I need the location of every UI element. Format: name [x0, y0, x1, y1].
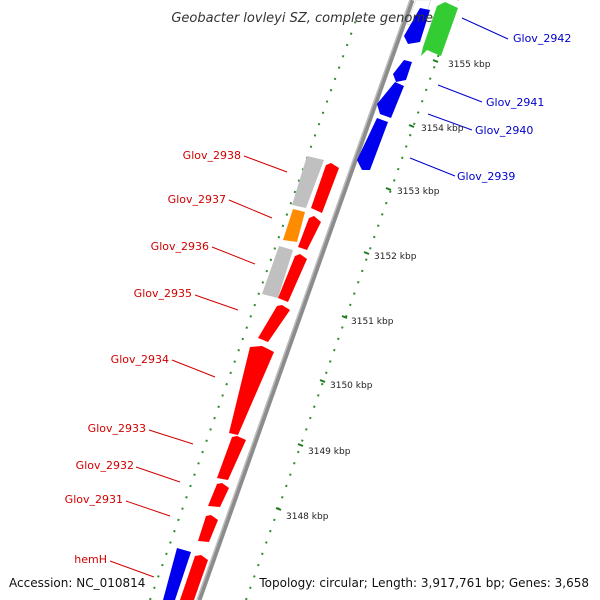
gene-label-glov-2938[interactable]: Glov_2938 [183, 149, 241, 162]
gene-label-glov-2934[interactable]: Glov_2934 [111, 353, 169, 366]
tick-label: 3154 kbp [421, 124, 464, 134]
gene-arrow-hemH[interactable] [163, 548, 191, 600]
reverse-gene-labels: Glov_2942 Glov_2941 Glov_2940 Glov_2939 [457, 32, 571, 183]
gene-arrow-glov-2933[interactable] [217, 436, 246, 480]
gene-arrow-glov-2934[interactable] [229, 346, 274, 435]
gene-label-glov-2931[interactable]: Glov_2931 [65, 493, 123, 506]
gene-arrow-glov-2940[interactable] [377, 82, 404, 118]
tick-marks [275, 59, 439, 511]
tick-label: 3155 kbp [448, 60, 491, 70]
topology-label: Topology: circular; Length: 3,917,761 bp… [258, 576, 589, 590]
tick-label: 3149 kbp [308, 447, 351, 457]
gene-arrow-hemH-red[interactable] [180, 555, 208, 600]
tick-label: 3148 kbp [286, 512, 329, 522]
gene-arrow-glov-2941[interactable] [393, 60, 412, 82]
tick-label: 3152 kbp [374, 252, 417, 262]
backbone [196, 0, 415, 600]
tick-label: 3151 kbp [351, 317, 394, 327]
gene-arrow-glov-2931[interactable] [198, 515, 218, 542]
genome-title: Geobacter lovleyi SZ, complete genome [171, 11, 433, 26]
gene-arrow-blue-top[interactable] [404, 8, 430, 44]
gene-arrow-glov-2939[interactable] [357, 118, 388, 170]
tick-label: 3153 kbp [397, 187, 440, 197]
gene-label-glov-2932[interactable]: Glov_2932 [76, 459, 134, 472]
leader-lines [109, 17, 509, 578]
gene-arrow-glov-2942[interactable] [421, 2, 458, 56]
gene-arrow-glov-2937[interactable] [283, 209, 305, 242]
gene-label-glov-2936[interactable]: Glov_2936 [151, 240, 209, 253]
gene-label-glov-2941[interactable]: Glov_2941 [486, 96, 544, 109]
gene-label-glov-2939[interactable]: Glov_2939 [457, 170, 515, 183]
gene-arrow-glov-2937-red[interactable] [298, 216, 321, 250]
gene-label-glov-2942[interactable]: Glov_2942 [513, 32, 571, 45]
gene-arrow-glov-2938[interactable] [311, 163, 339, 213]
gene-label-glov-2933[interactable]: Glov_2933 [88, 422, 146, 435]
gene-arrow-glov-2932[interactable] [208, 483, 229, 507]
gene-arrow-glov-2935[interactable] [258, 305, 290, 342]
gene-label-hemH[interactable]: hemH [74, 553, 107, 566]
tick-labels: 3148 kbp 3149 kbp 3150 kbp 3151 kbp 3152… [286, 60, 491, 522]
accession-label: Accession: NC_010814 [9, 576, 145, 590]
forward-gene-labels: Glov_2938 Glov_2937 Glov_2936 Glov_2935 … [65, 149, 241, 566]
gene-label-glov-2940[interactable]: Glov_2940 [475, 124, 533, 137]
gene-features [163, 0, 458, 600]
gene-label-glov-2935[interactable]: Glov_2935 [134, 287, 192, 300]
gene-label-glov-2937[interactable]: Glov_2937 [168, 193, 226, 206]
tick-label: 3150 kbp [330, 381, 373, 391]
gene-arrow-glov-2938-grey[interactable] [292, 156, 324, 208]
gene-arrow-glov-2936[interactable] [262, 246, 293, 298]
gene-arrow-glov-2936-red[interactable] [278, 254, 307, 302]
